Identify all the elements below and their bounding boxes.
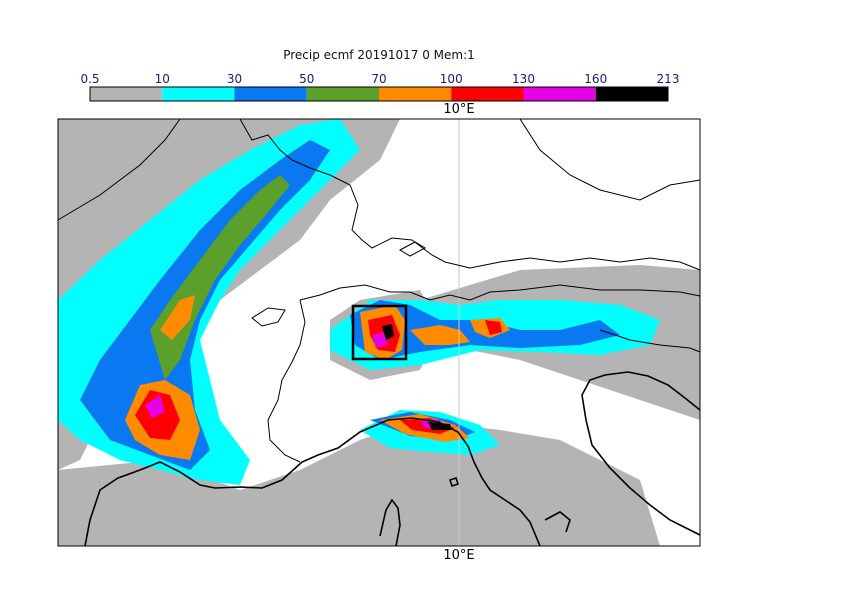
precip-patch (428, 422, 452, 430)
border-slo (599, 329, 701, 353)
border-east (519, 118, 701, 201)
precip-patch (382, 324, 394, 340)
border-fr-it (267, 299, 306, 463)
colorbar-tick-label: 0.5 (80, 72, 100, 86)
colorbar-tick-label: 10 (154, 72, 170, 86)
coast-france-italy (84, 417, 541, 547)
border-rhine (239, 118, 471, 269)
precip-patch (160, 295, 195, 340)
map-frame (57, 118, 701, 547)
country-borders (57, 118, 701, 463)
lake-geneva (251, 307, 286, 327)
colorbar-tick-label: 100 (439, 72, 463, 86)
precip-patch (58, 119, 400, 470)
colorbar-swatch (451, 87, 524, 101)
lake-constance (398, 241, 427, 257)
coast-islands (544, 511, 571, 533)
colorbar-outline (89, 86, 669, 102)
border-west (57, 118, 181, 221)
bottom-lon-label: 10°E (443, 548, 475, 563)
colorbar-tick-label: 30 (226, 72, 243, 86)
precip-fields (58, 119, 700, 546)
selection-box (351, 304, 408, 361)
top-lon-label: 10°E (443, 102, 475, 117)
colorbar-tick-label: 50 (299, 72, 315, 86)
colorbar-tick-label: 130 (512, 72, 535, 86)
precip-patch (150, 175, 290, 380)
colorbar-swatch (306, 87, 379, 101)
coast-adriatic (581, 371, 701, 536)
figure-title: Precip ecmf 20191017 0 Mem:1 (283, 48, 475, 62)
colorbar-swatch (234, 87, 307, 101)
colorbar-swatch (162, 87, 235, 101)
precip-patch (58, 420, 660, 546)
colorbar-swatch (379, 87, 452, 101)
coast-corsica (379, 498, 401, 547)
colorbar-swatch (90, 87, 163, 101)
colorbar-tick-label: 160 (584, 72, 608, 86)
colorbar-swatch (523, 87, 596, 101)
colorbar (89, 86, 669, 102)
precip-patch (145, 395, 165, 418)
island-elba (448, 476, 460, 488)
colorbar-tick-label: 70 (371, 72, 387, 86)
border-alps (299, 284, 701, 301)
precip-patch (372, 332, 388, 348)
precip-patch (410, 325, 470, 345)
border-de-at (469, 257, 701, 271)
colorbar-swatch (595, 87, 668, 101)
colorbar-tick-label: 213 (656, 72, 680, 86)
precip-patch (485, 320, 502, 335)
coastlines (84, 371, 701, 547)
